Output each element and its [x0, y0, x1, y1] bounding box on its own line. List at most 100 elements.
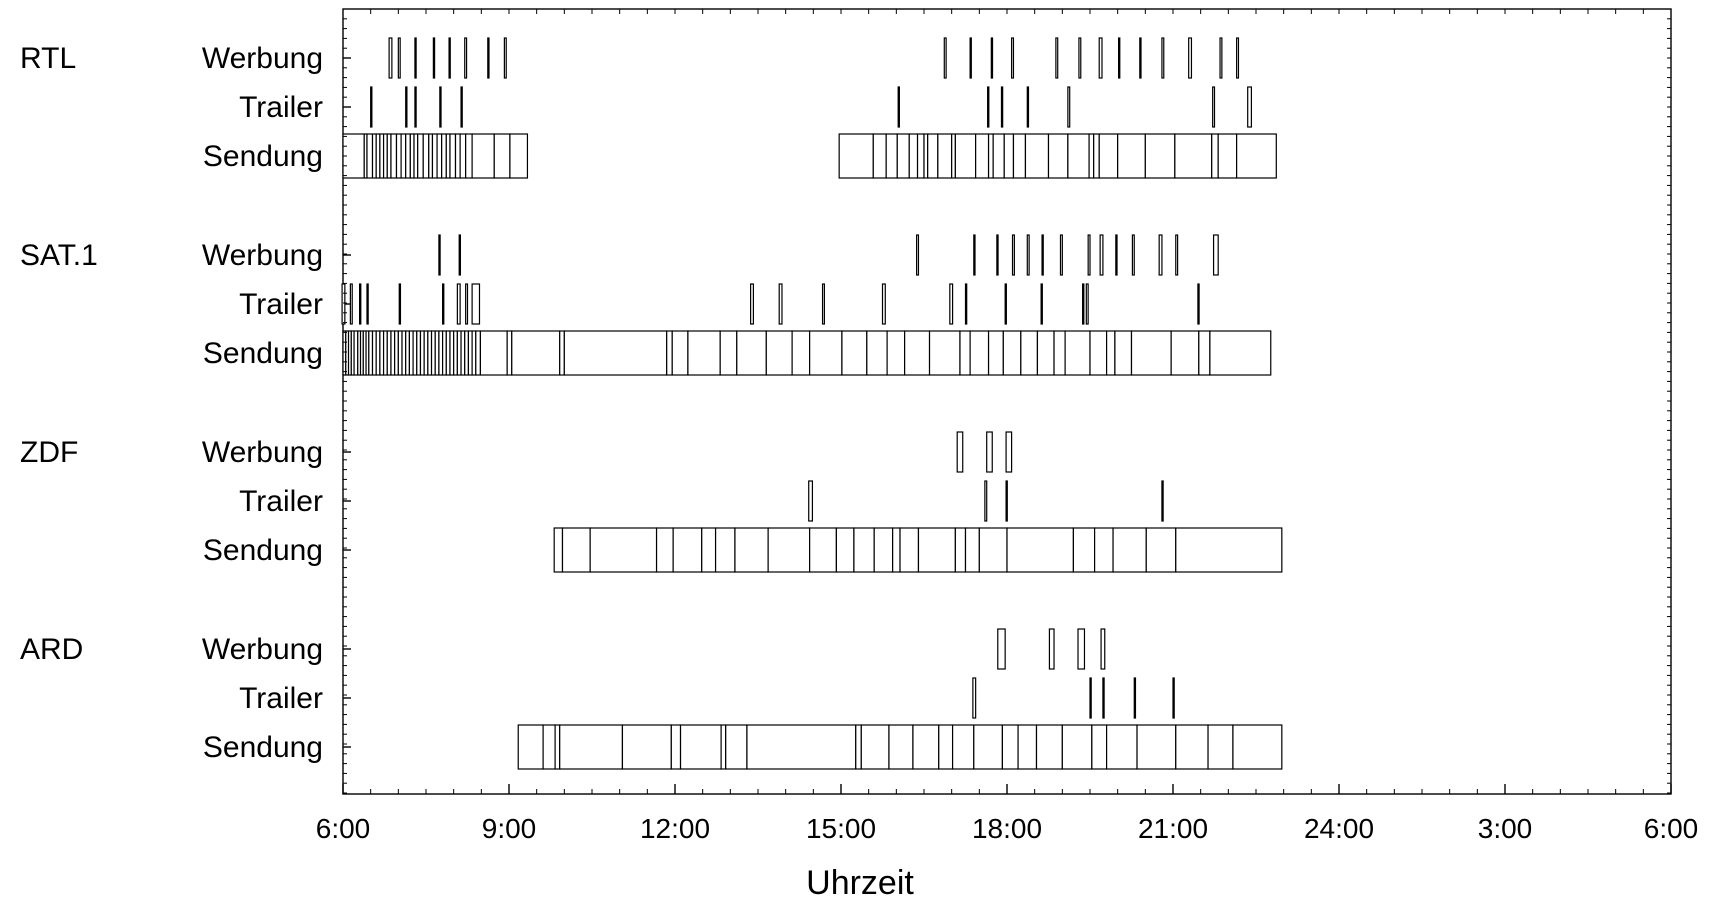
segment-trailer [456, 283, 461, 325]
segment-sendung [1064, 330, 1091, 376]
segment-trailer [465, 283, 469, 325]
segment-sendung [855, 724, 862, 770]
segment-sendung [672, 527, 703, 573]
segment-sendung [1017, 724, 1038, 770]
segment-sendung [1130, 330, 1172, 376]
segment-trailer [949, 283, 954, 325]
segment-sendung [1047, 133, 1069, 179]
segment-sendung [655, 527, 674, 573]
segment-werbung [1099, 234, 1104, 276]
segment-sendung [1232, 724, 1283, 770]
segment-sendung [542, 724, 556, 770]
segment-sendung [1093, 133, 1100, 179]
segment-sendung [892, 527, 901, 573]
segment-sendung [938, 724, 954, 770]
segment-sendung [767, 527, 811, 573]
segment-trailer [897, 86, 900, 128]
segment-werbung [1236, 37, 1240, 79]
segment-sendung [1006, 527, 1075, 573]
segment-trailer [414, 86, 417, 128]
segment-sendung [436, 133, 443, 179]
segment-trailer [359, 283, 362, 325]
segment-werbung [1055, 37, 1059, 79]
segment-trailer [987, 86, 990, 128]
segment-sendung [666, 330, 673, 376]
segment-sendung [459, 133, 467, 179]
segment-werbung [1078, 37, 1082, 79]
segment-werbung [397, 37, 401, 79]
segment-sendung [395, 133, 402, 179]
segment-sendung [912, 724, 940, 770]
segment-werbung [969, 37, 972, 79]
segment-sendung [746, 724, 857, 770]
segment-werbung [1188, 37, 1193, 79]
segment-sendung [1198, 330, 1211, 376]
segment-sendung [1061, 724, 1093, 770]
segment-werbung [464, 37, 468, 79]
segment-trailer [1102, 677, 1105, 719]
row-label: Sendung [203, 337, 323, 370]
segment-werbung [1011, 234, 1015, 276]
segment-sendung [1036, 330, 1055, 376]
x-tick-label: 6:00 [1644, 813, 1699, 844]
segment-sendung [1211, 133, 1219, 179]
segment-werbung [1117, 37, 1121, 79]
row-label: Sendung [203, 534, 323, 567]
segment-trailer [1172, 677, 1175, 719]
channel-label: ZDF [20, 436, 78, 469]
segment-trailer [442, 283, 445, 325]
segment-sendung [1002, 330, 1022, 376]
row-labels: Werbung Trailer Sendung Werbung Trailer Sendu… [202, 42, 323, 764]
segment-sendung [809, 527, 837, 573]
segment-trailer [1004, 283, 1007, 325]
segment-sendung [441, 133, 447, 179]
segment-sendung [465, 133, 473, 179]
segment-sendung [872, 133, 887, 179]
segment-trailer [1161, 480, 1164, 522]
segment-sendung [954, 133, 977, 179]
x-tick-label: 3:00 [1478, 813, 1533, 844]
segment-werbung [448, 37, 451, 79]
row-label: Werbung [202, 633, 323, 666]
segment-sendung [1094, 527, 1114, 573]
segment-sendung [1088, 133, 1095, 179]
segment-sendung [405, 133, 411, 179]
row-label: Werbung [202, 239, 323, 272]
segment-trailer [1089, 677, 1092, 719]
segment-sendung [1207, 724, 1234, 770]
segment-sendung [964, 527, 980, 573]
segment-trailer [1000, 86, 1004, 128]
segment-trailer [398, 283, 402, 325]
channel-label: ARD [20, 633, 83, 666]
segment-sendung [1020, 330, 1039, 376]
segment-sendung [765, 330, 793, 376]
segment-sendung [725, 724, 748, 770]
x-tick-label: 12:00 [640, 813, 710, 844]
segment-sendung [720, 724, 727, 770]
segment-werbung [432, 37, 436, 79]
segment-sendung [1112, 527, 1147, 573]
segment-sendung [1035, 724, 1063, 770]
segment-trailer [366, 283, 369, 325]
segment-trailer [1040, 283, 1043, 325]
segment-sendung [670, 724, 682, 770]
segment-sendung [1012, 133, 1027, 179]
segment-sendung [975, 133, 990, 179]
segment-werbung [997, 628, 1006, 670]
segment-sendung [917, 527, 956, 573]
segment-sendung [860, 724, 890, 770]
segment-sendung [714, 527, 736, 573]
segment-sendung [969, 330, 990, 376]
segment-sendung [1024, 133, 1050, 179]
segment-werbung [1087, 234, 1091, 276]
segment-sendung [1136, 724, 1177, 770]
segment-sendung [1072, 527, 1096, 573]
segment-sendung [853, 527, 875, 573]
segment-sendung [471, 133, 495, 179]
segment-sendung [987, 330, 1004, 376]
x-axis-label: Uhrzeit [806, 864, 914, 902]
segment-sendung [992, 133, 1005, 179]
segment-werbung [1011, 37, 1015, 79]
segment-sendung [838, 133, 874, 179]
